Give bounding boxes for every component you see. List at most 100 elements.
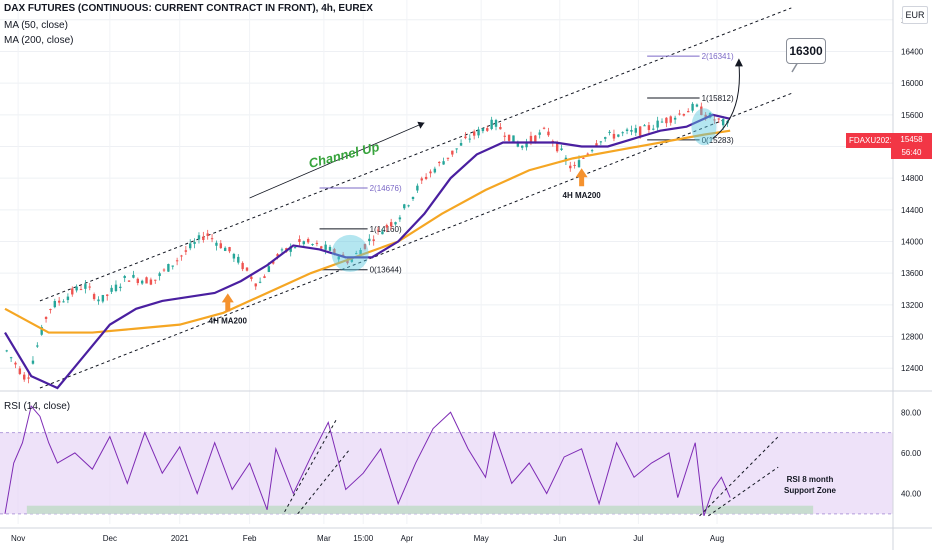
candle-body [652,128,655,130]
candle-body [53,301,56,308]
candle-body [127,280,131,282]
candle-body [276,254,279,257]
candle-body [106,294,109,296]
fib-label: 2(14676) [370,184,402,193]
candle-body [263,276,266,278]
highlight-circle [691,108,717,146]
highlight-circle [331,234,369,272]
time-tick-label: Feb [243,534,257,543]
candle-body [682,114,686,116]
candle-body [66,296,70,301]
candle-body [184,250,188,252]
time-tick-label: May [474,534,489,543]
candle-body [385,225,388,228]
ma200-label: 4H MA200 [563,191,602,200]
candle-body [464,136,467,139]
rsi-channel-line [297,448,351,515]
candle-body [202,236,205,241]
candle-body [595,143,598,146]
price-tick-label: 14800 [901,174,924,183]
candle-body [97,299,100,302]
candle-body [350,259,354,262]
candle-body [455,148,458,150]
candle-body [555,142,559,152]
candle-body [180,255,183,257]
currency-button[interactable]: EUR [902,6,928,24]
fib-label: 1(15812) [702,94,734,103]
candle-body [49,309,52,311]
candle-body [23,374,26,380]
candle-body [250,276,253,279]
candle-body [232,254,236,259]
price-tick-label: 12400 [901,364,924,373]
candle-body [590,150,594,152]
ma200-arrow-head [221,293,234,303]
candle-body [490,119,493,130]
candle-body [516,143,520,147]
candle-body [542,127,546,129]
rsi-tick-label: 80.00 [901,408,922,417]
price-tick-label: 12800 [901,333,924,342]
fib-label: 0(15283) [702,136,734,145]
candle-body [254,283,257,287]
moving-averages [4,113,731,390]
candle-body [154,279,157,281]
price-tick-label: 16400 [901,47,924,56]
ma200-arrow-shaft [579,176,585,187]
candle-body [228,247,231,252]
ma200-arrow-head [575,168,588,178]
candle-body [472,131,476,136]
candle-body [599,141,603,143]
candle-body [634,128,637,133]
candle-body [36,345,39,347]
candle-body [438,162,441,164]
candle-body [416,185,419,191]
candle-body [71,288,74,295]
candle-body [569,165,572,169]
bar-countdown: 56:40 [901,148,922,157]
candle-body [403,204,406,209]
candle-body [27,377,30,379]
candle-body [481,128,485,132]
ma50-legend[interactable]: MA (50, close) [4,20,68,31]
candle-body [206,233,209,236]
candle-body [721,119,725,126]
candle-body [333,249,336,255]
time-tick-label: 2021 [171,534,189,543]
rsi-support-label: Support Zone [784,486,837,495]
candle-body [132,274,135,278]
time-tick-label: Jun [553,534,566,543]
candle-body [9,357,13,359]
candle-body [381,231,384,235]
price-tick-label: 16000 [901,79,924,88]
candle-body [704,114,707,118]
candle-body [429,171,432,174]
rsi-support-label: RSI 8 month [787,475,834,484]
candle-body [612,133,616,139]
ma200-legend[interactable]: MA (200, close) [4,35,74,46]
candle-body [643,125,646,127]
candle-body [547,131,550,136]
candle-body [717,118,720,120]
candle-body [372,239,375,241]
candle-body [162,269,166,271]
candle-body [215,242,218,246]
candle-body [241,262,244,270]
candle-body [700,106,703,116]
candle-body [647,125,651,130]
candle-body [40,327,43,335]
candle-body [521,145,524,148]
candle-body [258,281,262,283]
candle-body [14,362,17,365]
candle-body [534,135,537,143]
rsi-channel-line [699,436,779,517]
candle-body [621,132,624,134]
candle-body [499,127,502,130]
time-tick-label: Aug [710,534,724,543]
rsi-legend[interactable]: RSI (14, close) [4,401,71,412]
price-tick-label: 13600 [901,269,924,278]
rsi-tick-label: 60.00 [901,449,922,458]
candle-body [306,238,310,243]
candle-body [665,117,668,124]
